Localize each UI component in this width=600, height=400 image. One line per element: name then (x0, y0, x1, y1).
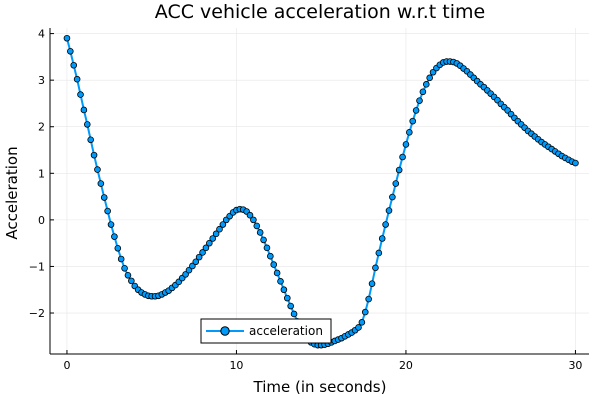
data-point (80, 106, 88, 114)
data-point (246, 211, 254, 219)
data-point (63, 34, 71, 42)
y-tick-label: 1 (38, 167, 45, 180)
data-point (382, 221, 389, 228)
data-point (409, 117, 417, 125)
data-point (419, 88, 427, 96)
data-point (206, 239, 213, 247)
data-point (416, 97, 423, 104)
x-tick-label: 0 (63, 359, 70, 372)
data-point (256, 229, 264, 236)
data-point (216, 225, 223, 233)
data-point (355, 324, 362, 331)
data-point (250, 216, 257, 224)
data-point (263, 244, 271, 252)
data-point (128, 277, 135, 285)
data-point (104, 207, 111, 215)
data-point (429, 68, 437, 76)
data-point (94, 166, 101, 173)
data-point (372, 264, 379, 272)
y-tick-label: 4 (38, 28, 45, 41)
x-tick-label: 20 (399, 359, 413, 372)
data-point (189, 262, 196, 270)
data-point (87, 136, 94, 144)
ticks: 0 10 20 30 −2 −1 0 1 2 3 4 (29, 28, 583, 372)
data-point (572, 159, 579, 167)
data-point (378, 235, 386, 242)
y-tick-label: 3 (38, 74, 45, 87)
data-point (117, 255, 125, 263)
data-point (121, 265, 128, 272)
legend: acceleration (200, 318, 332, 344)
data-point (77, 91, 84, 98)
data-point (70, 61, 78, 69)
data-point (365, 295, 372, 303)
data-point (67, 47, 74, 55)
y-tick-label: 2 (38, 121, 45, 134)
data-point (412, 107, 420, 114)
data-point (260, 236, 267, 244)
data-point (283, 294, 291, 302)
data-point (83, 121, 91, 128)
data-point (287, 302, 294, 310)
data-point (253, 222, 261, 230)
data-point (402, 141, 410, 148)
data-point (422, 81, 430, 88)
chart-title: ACC vehicle acceleration w.r.t time (155, 1, 485, 23)
data-point (280, 286, 288, 294)
data-point (199, 249, 206, 256)
data-point (100, 194, 108, 201)
data-point (111, 233, 118, 240)
data-point (392, 180, 400, 187)
data-point (277, 278, 284, 285)
data-point (358, 319, 366, 326)
legend-label: acceleration (249, 324, 323, 338)
data-point (97, 180, 105, 187)
data-point (385, 207, 393, 214)
data-point (195, 253, 203, 261)
data-point (212, 230, 220, 238)
grid (50, 28, 589, 354)
data-point (185, 266, 193, 274)
axes (49, 28, 589, 355)
data-point (273, 269, 281, 277)
data-point (368, 280, 376, 287)
data-point (73, 75, 81, 83)
data-point (426, 74, 433, 82)
y-tick-label: 0 (38, 214, 45, 227)
data-point (361, 308, 369, 316)
data-point (270, 261, 278, 268)
legend-marker-swatch (220, 326, 230, 336)
y-tick-label: −1 (29, 260, 45, 273)
y-axis-label: Acceleration (3, 146, 21, 239)
y-tick-label: −2 (29, 307, 45, 320)
data-point (209, 235, 217, 242)
data-point (202, 244, 210, 252)
data-point (395, 166, 403, 174)
data-point (267, 252, 274, 260)
data-point (114, 244, 122, 252)
data-point (192, 258, 200, 266)
data-point (406, 129, 413, 136)
data-point (290, 310, 298, 318)
data-point (182, 271, 189, 278)
data-point (399, 153, 406, 161)
x-tick-label: 10 (229, 359, 243, 372)
data-point (375, 249, 383, 257)
data-point (389, 193, 396, 201)
data-point (90, 151, 98, 159)
data-point (107, 221, 115, 228)
x-tick-label: 30 (568, 359, 582, 372)
data-point (219, 221, 227, 228)
data-point (124, 271, 132, 279)
x-axis-label: Time (in seconds) (253, 378, 387, 396)
